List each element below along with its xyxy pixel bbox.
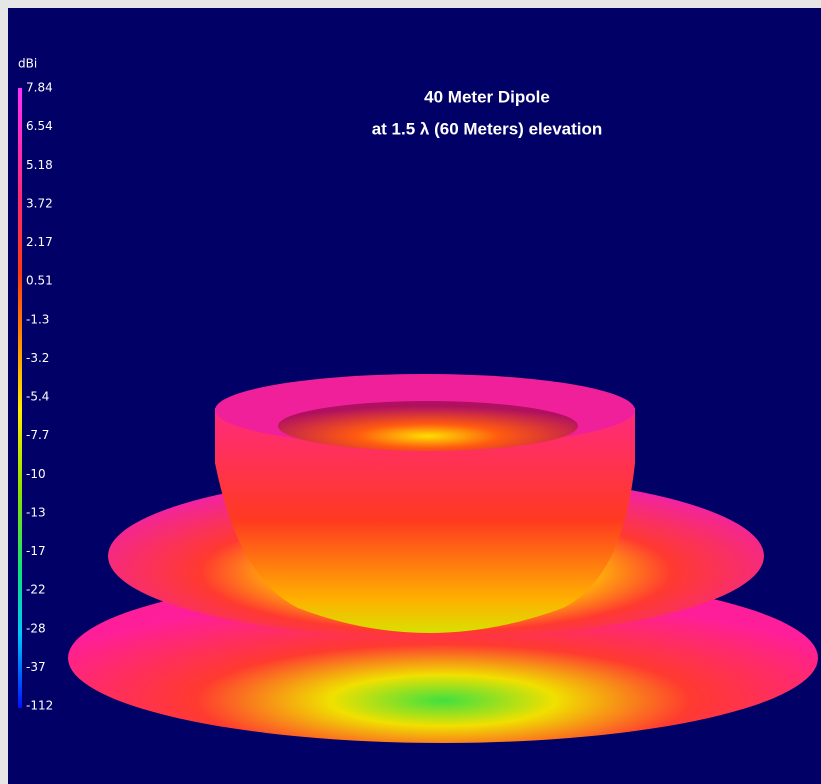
cup-inside — [278, 401, 578, 451]
scale-label: 5.18 — [26, 158, 53, 172]
scale-label: -7.7 — [26, 428, 49, 442]
scale-label: -10 — [26, 467, 46, 481]
scale-label: -5.4 — [26, 390, 49, 404]
scale-label: -3.2 — [26, 351, 49, 365]
scale-label: -37 — [26, 660, 46, 674]
scale-label: -112 — [26, 699, 53, 713]
scale-label: -22 — [26, 583, 46, 597]
scale-label: 0.51 — [26, 274, 53, 288]
title-line: at 1.5 λ (60 Meters) elevation — [372, 119, 603, 138]
page: 40 Meter Dipole at 1.5 λ (60 Meters) ele… — [0, 0, 821, 784]
title-line: 40 Meter Dipole — [424, 87, 550, 106]
scale-label: -13 — [26, 505, 46, 519]
scale-label: -28 — [26, 621, 46, 635]
scale-unit: dBi — [18, 57, 37, 71]
pattern-view: 40 Meter Dipole at 1.5 λ (60 Meters) ele… — [8, 8, 821, 784]
color-scale — [18, 88, 22, 708]
scale-label: 2.17 — [26, 235, 53, 249]
scale-label: 7.84 — [26, 81, 53, 95]
scale-label: 6.54 — [26, 119, 53, 133]
scale-label: -1.3 — [26, 312, 49, 326]
scale-label: -17 — [26, 544, 46, 558]
scale-label: 3.72 — [26, 196, 53, 210]
